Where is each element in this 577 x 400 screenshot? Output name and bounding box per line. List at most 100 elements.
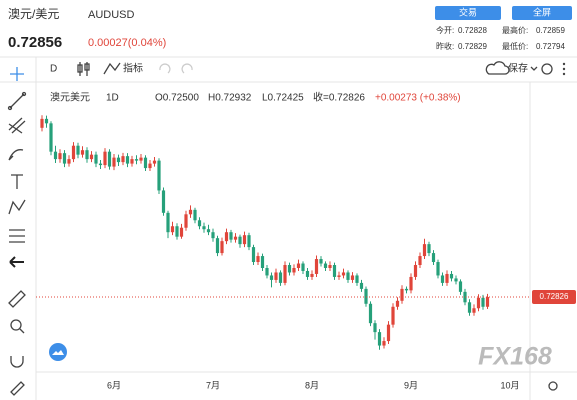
candle-body <box>305 270 310 277</box>
candle-body <box>386 324 391 342</box>
candle-body <box>215 238 220 254</box>
candle-body <box>175 226 179 237</box>
candle-body <box>85 150 89 160</box>
candle-body <box>148 163 152 169</box>
candle-body <box>449 273 454 279</box>
candle-body <box>157 160 161 191</box>
sidebar-tools[interactable] <box>7 67 27 396</box>
code: AUDUSD <box>88 9 135 21</box>
save[interactable]: 保存 <box>508 62 528 75</box>
indicator[interactable]: 指标 <box>123 62 143 75</box>
candle-body <box>467 302 472 313</box>
candle-body <box>382 341 386 346</box>
candle-body <box>418 256 422 266</box>
candle-body <box>283 265 287 283</box>
fullscreen-button[interactable] <box>512 6 572 20</box>
candle-body <box>310 273 314 277</box>
candle-body <box>188 209 193 215</box>
more[interactable] <box>562 62 566 76</box>
candle-body <box>413 265 418 277</box>
legend-change: +0.00273 (+0.38%) <box>375 93 461 104</box>
candle-body <box>328 265 332 268</box>
candle-body <box>377 332 382 346</box>
candle-body <box>404 288 409 291</box>
interval[interactable]: D <box>50 64 57 75</box>
trade-button[interactable] <box>435 6 501 20</box>
candle-body <box>152 160 157 164</box>
change: 0.00027(0.04%) <box>88 37 166 49</box>
candle-body <box>269 275 274 280</box>
candle-body <box>206 229 211 233</box>
candle-body <box>116 157 121 163</box>
candle-body <box>409 276 413 291</box>
candle-body <box>134 159 139 161</box>
candle-body <box>202 226 206 230</box>
candle-body <box>332 265 337 277</box>
candle-body <box>368 303 373 324</box>
candle-body <box>130 159 134 164</box>
candle-body <box>233 236 238 240</box>
candle-body <box>301 263 305 271</box>
stat-label: 最低价: <box>502 41 528 51</box>
candle-body <box>440 275 445 283</box>
dropdown[interactable] <box>530 66 538 71</box>
candle-body <box>260 256 265 268</box>
candle-body <box>427 244 431 254</box>
watermark: FX168 <box>478 343 552 371</box>
candle-body <box>49 123 53 152</box>
trade-label[interactable]: 交易 <box>459 6 477 17</box>
candle-body <box>485 297 490 307</box>
legend-open: O0.72500 <box>155 93 199 104</box>
candle-body <box>197 220 202 227</box>
candle-body <box>265 267 269 276</box>
candle-body <box>247 235 251 248</box>
candle-body <box>373 323 377 333</box>
candle-body <box>44 118 49 124</box>
candle-body <box>287 265 292 273</box>
candle-body <box>62 153 67 164</box>
candle-body <box>170 226 175 233</box>
candle-body <box>71 145 76 160</box>
legend-symbol: 澳元美元 <box>50 91 90 104</box>
candle-body <box>391 306 395 325</box>
candle-body <box>458 281 463 292</box>
candle-body <box>337 275 341 277</box>
stat-label: 最高价: <box>502 25 528 35</box>
candle-body <box>67 159 71 164</box>
candle-body <box>350 275 355 280</box>
indicator-icon[interactable] <box>103 62 121 75</box>
candle-body <box>161 190 166 213</box>
legend-high: H0.72932 <box>208 93 252 104</box>
fullscreen-label[interactable]: 全屏 <box>533 6 551 17</box>
candle-body <box>125 156 130 164</box>
candle-body <box>445 273 449 283</box>
candle-body <box>94 154 98 164</box>
candle-body <box>296 263 301 268</box>
candle-body <box>341 272 346 276</box>
candle-body <box>278 272 283 283</box>
undo-redo[interactable] <box>159 63 193 74</box>
candle-body <box>314 259 319 274</box>
cloud-badge[interactable] <box>49 343 67 361</box>
settings[interactable] <box>541 63 553 75</box>
candle-body <box>103 151 107 166</box>
candle-body <box>58 153 62 160</box>
cloud-icon[interactable] <box>485 61 510 75</box>
axis-settings[interactable] <box>548 381 558 391</box>
candle-body <box>107 151 112 167</box>
candle-body <box>242 235 247 245</box>
candle-body <box>211 232 215 239</box>
stat-value: 0.72794 <box>536 42 565 51</box>
candle-icon[interactable] <box>77 62 90 76</box>
candle-body <box>224 232 229 242</box>
candle-body <box>139 157 143 161</box>
candle-body <box>476 297 481 309</box>
candle-body <box>251 247 256 263</box>
candle-body <box>184 214 188 228</box>
candle-body <box>238 236 242 245</box>
candle-body <box>220 241 224 254</box>
price-label-box <box>532 290 576 305</box>
candle-body <box>292 267 296 273</box>
legend-close: 收=0.72826 <box>313 91 365 104</box>
